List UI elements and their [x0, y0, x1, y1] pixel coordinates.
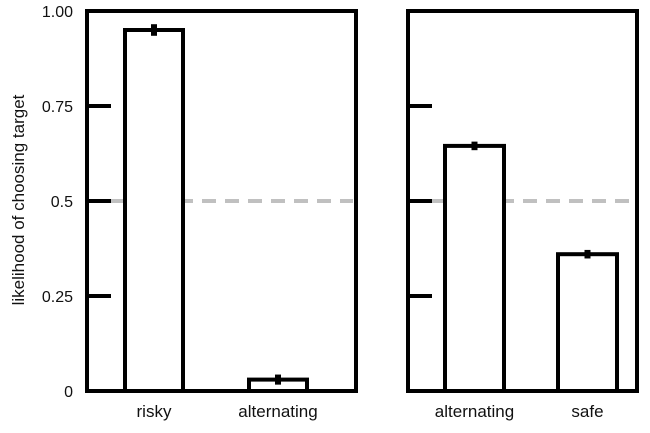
- y-tick-label: 0.75: [42, 99, 73, 116]
- category-label: safe: [571, 402, 603, 421]
- bar-risky: [123, 28, 185, 393]
- bar-alternating: [443, 143, 506, 393]
- y-tick-label: 0.25: [42, 289, 73, 306]
- category-label: alternating: [435, 402, 514, 421]
- y-tick-label: 1.00: [42, 4, 73, 21]
- y-tick-label: 0.5: [51, 194, 73, 211]
- y-axis-label: likelihood of choosing target: [9, 94, 28, 305]
- category-label: risky: [137, 402, 172, 421]
- category-label: alternating: [238, 402, 317, 421]
- y-tick-label: 0: [64, 384, 73, 401]
- bar-safe: [556, 252, 619, 393]
